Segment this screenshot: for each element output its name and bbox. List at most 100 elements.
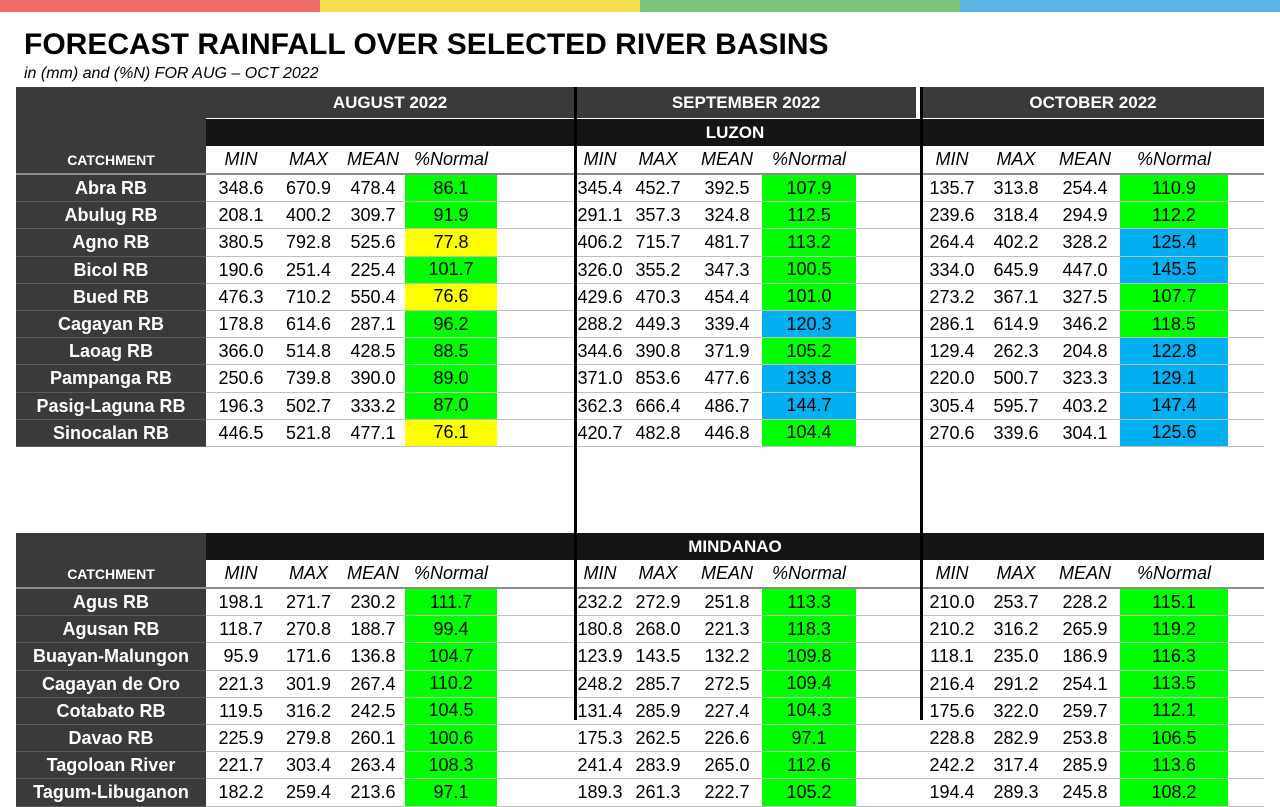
table-cell-aug-min: 190.6 [218,259,264,280]
column-header-oct-min: MIN [922,146,982,173]
table-cell-aug-pct-normal: 104.5 [405,697,497,725]
table-cell-aug-pct-normal: 86.1 [405,175,497,203]
row-divider [206,255,1264,257]
table-cell-sep-max: 355.2 [635,259,681,280]
table-cell-aug-mean: 188.7 [350,619,396,640]
table-cell-sep-min: 189.3 [577,782,623,803]
table-cell-sep-pct-normal: 97.1 [762,725,856,753]
table-cell-sep-max: 452.7 [635,178,681,199]
table-cell-oct-pct-normal: 112.2 [1120,202,1228,230]
column-header-sep-pct-normal: %Normal [762,146,856,173]
table-cell-oct-min: 228.8 [929,728,975,749]
table-cell-sep-mean: 454.4 [704,286,750,307]
table-cell-aug-max: 279.8 [285,728,332,749]
table-cell-oct-pct-normal: 113.6 [1120,752,1228,780]
table-cell-oct-max: 322.0 [993,700,1039,721]
catchment-divider [16,310,206,311]
table-cell-sep-max: 666.4 [635,395,681,416]
table-cell-aug-max: 670.9 [285,178,332,199]
catchment-name: Tagum-Libuganon [16,779,206,807]
table-cell-sep-mean: 222.7 [704,782,750,803]
table-cell-sep-min: 420.7 [577,422,623,443]
catchment-divider [16,805,206,807]
table-cell-aug-pct-normal: 87.0 [405,392,497,420]
table-cell-sep-max: 390.8 [635,341,681,362]
table-cell-oct-mean: 328.2 [1062,232,1108,253]
column-header-aug-min: MIN [206,146,276,173]
catchment-divider [16,446,206,447]
table-cell-oct-pct-normal: 122.8 [1120,338,1228,366]
table-cell-oct-max: 595.7 [993,395,1039,416]
table-cell-oct-max: 282.9 [993,728,1039,749]
table-cell-oct-max: 291.2 [993,673,1039,694]
catchment-name: Davao RB [16,725,206,753]
catchment-name: Agno RB [16,229,206,257]
table-cell-sep-mean: 481.7 [704,232,750,253]
table-cell-sep-mean: 132.2 [704,646,750,667]
table-cell-aug-mean: 550.4 [350,286,396,307]
catchment-header-blank [16,87,206,120]
table-cell-sep-pct-normal: 109.4 [762,670,856,698]
table-cell-sep-mean: 272.5 [704,673,750,694]
row-divider [206,391,1264,393]
table-cell-sep-max: 715.7 [635,232,681,253]
table-cell-aug-mean: 477.1 [350,422,396,443]
table-cell-aug-mean: 260.1 [350,728,396,749]
column-header-oct-max: MAX [982,560,1050,587]
table-cell-oct-max: 253.7 [993,592,1039,613]
catchment-divider [16,282,206,284]
catchment-name: Sinocalan RB [16,419,206,447]
table-cell-aug-min: 178.8 [218,314,264,335]
table-cell-sep-min: 362.3 [577,395,623,416]
table-cell-sep-mean: 486.7 [704,395,750,416]
catchment-name: Cotabato RB [16,697,206,725]
catchment-divider [16,364,206,366]
table-cell-aug-min: 95.9 [223,646,259,667]
column-header-sep-mean: MEAN [692,146,762,173]
table-cell-sep-mean: 339.4 [704,314,750,335]
table-cell-sep-mean: 227.4 [704,700,750,721]
table-cell-sep-max: 272.9 [635,592,681,613]
row-divider [206,282,1264,284]
table-cell-aug-max: 303.4 [285,755,332,776]
table-cell-sep-pct-normal: 120.3 [762,311,856,339]
table-cell-oct-mean: 204.8 [1062,341,1108,362]
table-cell-oct-mean: 245.8 [1062,782,1108,803]
table-cell-oct-pct-normal: 147.4 [1120,392,1228,420]
table-cell-oct-pct-normal: 125.6 [1120,419,1228,447]
catchment-divider [16,669,206,671]
table-cell-aug-max: 614.6 [285,314,332,335]
table-cell-oct-mean: 327.5 [1062,286,1108,307]
header-separator [16,173,1264,175]
table-cell-sep-max: 285.9 [635,700,681,721]
table-cell-aug-mean: 267.4 [350,673,396,694]
table-cell-aug-pct-normal: 108.3 [405,752,497,780]
table-cell-sep-max: 470.3 [635,286,681,307]
table-cell-oct-mean: 186.9 [1062,646,1108,667]
table-cell-oct-mean: 228.2 [1062,592,1108,613]
page-subtitle: in (mm) and (%N) FOR AUG – OCT 2022 [24,65,319,82]
table-cell-aug-mean: 213.6 [350,782,396,803]
row-divider [206,418,1264,420]
table-cell-sep-min: 326.0 [577,259,623,280]
page-title: FORECAST RAINFALL OVER SELECTED RIVER BA… [24,28,829,61]
table-cell-aug-pct-normal: 99.4 [405,616,497,644]
catchment-name: Cagayan RB [16,311,206,339]
table-cell-oct-min: 175.6 [929,700,975,721]
table-cell-oct-min: 334.0 [929,259,975,280]
column-header-sep-max: MAX [624,560,692,587]
row-divider [206,669,1264,671]
table-cell-oct-max: 289.3 [993,782,1039,803]
table-cell-aug-mean: 478.4 [350,178,396,199]
table-cell-sep-pct-normal: 112.5 [762,202,856,230]
table-cell-sep-min: 345.4 [577,178,623,199]
table-cell-oct-mean: 304.1 [1062,422,1108,443]
table-cell-sep-mean: 221.3 [704,619,750,640]
table-cell-aug-pct-normal: 76.1 [405,419,497,447]
top-bar-segment-red [0,0,320,12]
table-cell-oct-mean: 346.2 [1062,314,1108,335]
column-header-oct-mean: MEAN [1050,560,1120,587]
table-cell-oct-mean: 294.9 [1062,205,1108,226]
table-cell-oct-max: 318.4 [993,205,1039,226]
table-cell-sep-max: 261.3 [635,782,681,803]
